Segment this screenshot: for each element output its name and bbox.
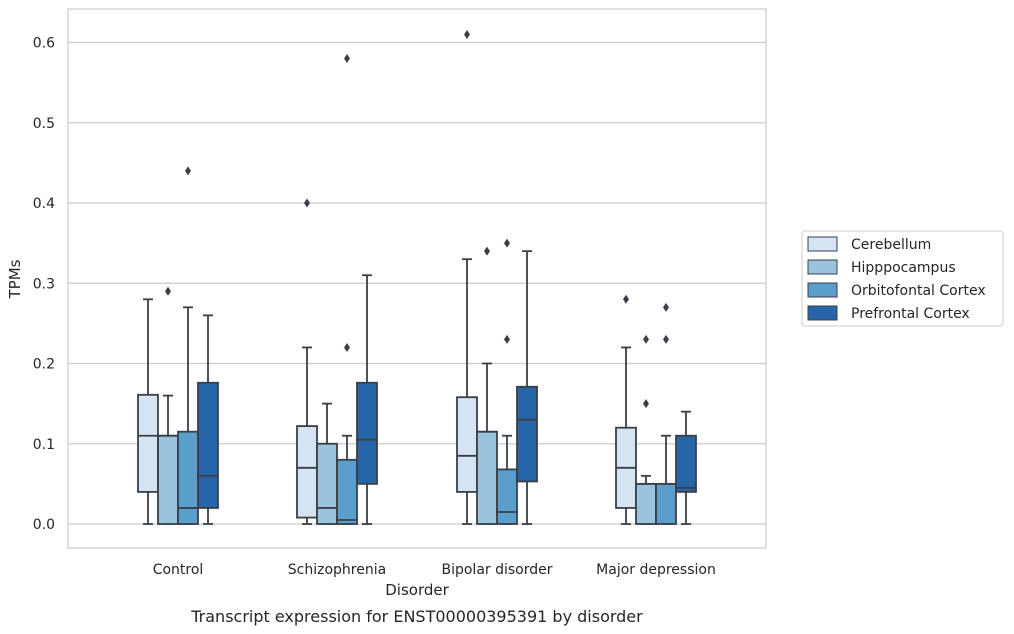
y-tick-label: 0.3 [33, 276, 55, 292]
box-plot [157, 286, 179, 525]
y-tick-label: 0.6 [33, 36, 55, 52]
y-tick-label: 0.5 [33, 116, 55, 132]
box [197, 381, 219, 509]
box-plot [476, 246, 498, 525]
legend-label: Cerebellum [851, 237, 931, 253]
outlier-point [185, 166, 191, 176]
box-plot [675, 410, 697, 525]
legend-swatch [807, 282, 838, 298]
outlier-point [464, 29, 470, 39]
box [137, 393, 159, 493]
outlier-point [484, 246, 490, 256]
x-tick-label: Control [153, 562, 204, 578]
outlier-point [165, 286, 171, 296]
outlier-point [643, 399, 649, 409]
y-tick-label: 0.4 [33, 196, 55, 212]
y-tick-label: 0.0 [33, 517, 55, 533]
box-plot [177, 166, 199, 525]
outlier-point [663, 334, 669, 344]
legend-label: Orbitofontal Cortex [851, 283, 986, 299]
box [635, 482, 657, 525]
x-axis-label: Disorder [385, 581, 449, 599]
y-axis-ticks: 0.0 0.1 0.2 0.3 0.4 0.5 0.6 [33, 36, 55, 534]
legend: Cerebellum Hipppocampus Orbitofontal Corte… [801, 230, 1004, 327]
box-plot [655, 302, 677, 525]
box-plot [197, 314, 219, 525]
x-tick-label: Bipolar disorder [441, 562, 552, 578]
y-tick-label: 0.1 [33, 437, 55, 453]
x-tick-label: Major depression [596, 562, 716, 578]
legend-frame [801, 230, 1004, 327]
box [476, 430, 498, 525]
box [316, 442, 338, 525]
outlier-point [623, 294, 629, 304]
box [655, 482, 677, 525]
legend-swatch [807, 305, 838, 321]
outlier-point [663, 302, 669, 312]
outlier-point [304, 198, 310, 208]
box [516, 385, 538, 483]
box [496, 468, 518, 525]
legend-label: Hipppocampus [851, 260, 956, 276]
outlier-point [504, 238, 510, 248]
x-axis-ticks: Control Schizophrenia Bipolar disorder Majo… [153, 562, 716, 578]
plot-frame [67, 8, 767, 549]
y-tick-label: 0.2 [33, 357, 55, 373]
outlier-point [504, 334, 510, 344]
box [356, 381, 378, 485]
box [157, 434, 179, 525]
outlier-point [344, 54, 350, 64]
outlier-point [643, 334, 649, 344]
chart-caption: Transcript expression for ENST0000039539… [190, 607, 643, 626]
box-plot [635, 334, 657, 525]
legend-swatch [807, 236, 838, 252]
box-plot [137, 298, 159, 525]
box-plots [137, 29, 697, 525]
legend-label: Prefrontal Cortex [851, 306, 970, 322]
box [177, 430, 199, 525]
outlier-point [344, 342, 350, 352]
box-plot [615, 294, 637, 525]
legend-swatch [807, 259, 838, 275]
box [296, 425, 318, 519]
x-tick-label: Schizophrenia [288, 562, 386, 578]
box [675, 434, 697, 493]
y-axis-label: TPMs [6, 259, 24, 299]
box-plot [496, 238, 518, 525]
box-plot [336, 54, 358, 525]
box-plot [456, 29, 478, 525]
box [456, 396, 478, 493]
box-plot [516, 250, 538, 525]
box [336, 458, 358, 525]
box-plot [356, 274, 378, 525]
